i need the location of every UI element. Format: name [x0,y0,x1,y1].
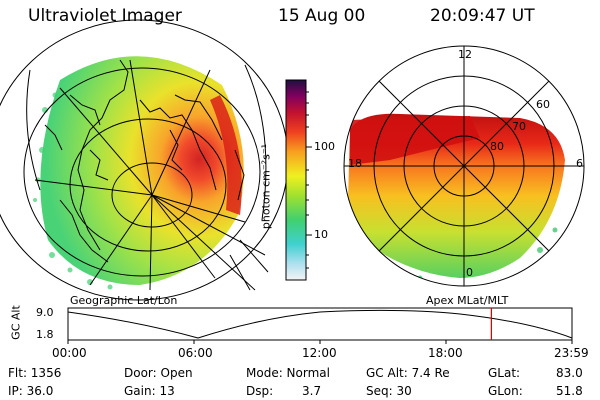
glat-value: 83.0 [556,366,583,380]
xtick-2359: 23:59 [554,346,589,360]
mlt-label-6: 6 [576,157,583,170]
sequence-number: Seq: 30 [366,384,412,398]
gc-altitude: GC Alt: 7.4 Re [366,366,450,380]
glon-value: 51.8 [556,384,583,398]
xtick-1200: 12:00 [302,346,337,360]
right-panel-caption: Apex MLat/MLT [426,294,509,307]
colorbar-label: photon cm⁻²s⁻¹ [259,143,273,230]
apex-polar-map [343,45,585,287]
ip-value: IP: 36.0 [8,384,54,398]
altitude-ytick-9: 9.0 [36,306,54,319]
dsp-value: 3.7 [302,384,322,398]
left-panel-caption: Geographic Lat/Lon [70,294,178,307]
dsp-label: Dsp: [246,384,274,398]
colorbar-tick-10: 10 [314,228,328,241]
altitude-ytick-1: 1.8 [36,328,54,341]
mlt-label-0: 0 [466,266,473,279]
colorbar-tick-100: 100 [314,140,335,153]
lat-label-80: 80 [490,140,504,153]
glat-label: GLat: [488,366,521,380]
altitude-plot [67,307,573,344]
flight-number: Flt: 1356 [8,366,62,380]
altitude-ylabel: GC Alt [9,305,23,340]
date-label: 15 Aug 00 [278,6,366,26]
mlt-label-18: 18 [348,157,362,170]
colorbar [285,79,312,281]
xtick-0600: 06:00 [178,346,213,360]
xtick-1800: 18:00 [428,346,463,360]
lat-label-70: 70 [512,120,526,133]
gain-value: Gain: 13 [124,384,175,398]
geographic-map [0,19,289,301]
lat-label-60: 60 [536,98,550,111]
mlt-label-12: 12 [458,48,472,61]
xtick-0000: 00:00 [52,346,87,360]
mode-value: Mode: Normal [246,366,330,380]
glon-label: GLon: [488,384,523,398]
door-status: Door: Open [124,366,193,380]
time-label: 20:09:47 UT [430,6,535,26]
app-title: Ultraviolet Imager [28,6,182,26]
